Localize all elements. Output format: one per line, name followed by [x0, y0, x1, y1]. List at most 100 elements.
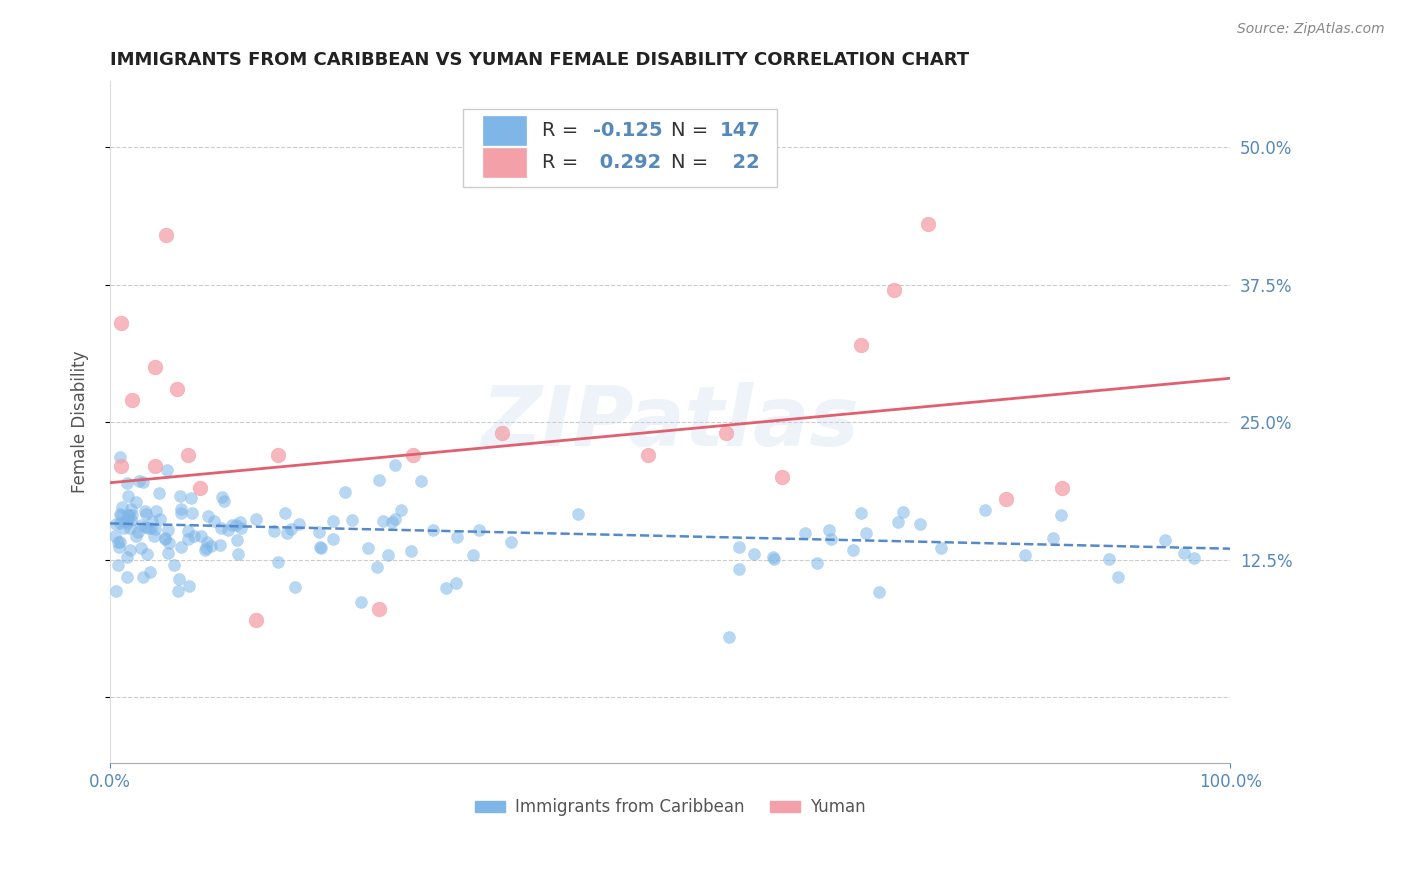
Point: [1050, 481, 1073, 495]
Point: [135, 507, 157, 521]
Point: [1098, 552, 1121, 566]
Text: N =: N =: [671, 153, 714, 172]
Point: [170, 506, 193, 520]
Legend: Immigrants from Caribbean, Yuman: Immigrants from Caribbean, Yuman: [468, 791, 872, 823]
Point: [153, 531, 176, 545]
Point: [1182, 551, 1205, 566]
Point: [728, 562, 751, 576]
Point: [917, 217, 939, 231]
Point: [883, 283, 905, 297]
Point: [841, 542, 863, 557]
Point: [155, 463, 177, 477]
Point: [157, 546, 180, 560]
Point: [214, 494, 236, 508]
Point: [208, 538, 231, 552]
Point: [762, 551, 785, 566]
Point: [188, 481, 211, 495]
Point: [170, 502, 193, 516]
Point: [132, 475, 155, 489]
Point: [446, 530, 468, 544]
Point: [1107, 570, 1129, 584]
Point: [742, 547, 765, 561]
Point: [167, 572, 190, 586]
Point: [136, 521, 159, 535]
Text: 0.292: 0.292: [593, 153, 661, 172]
Point: [104, 529, 127, 543]
Point: [209, 521, 232, 535]
Point: [333, 484, 356, 499]
Point: [229, 516, 252, 530]
Point: [107, 535, 129, 549]
Point: [217, 524, 239, 538]
Point: [718, 630, 741, 644]
Point: [309, 540, 332, 554]
Point: [180, 491, 202, 505]
Point: [129, 517, 152, 532]
Point: [115, 569, 138, 583]
Point: [117, 513, 139, 527]
Point: [127, 524, 149, 539]
Point: [770, 470, 793, 484]
Point: [143, 529, 166, 543]
Point: [117, 508, 139, 523]
Point: [908, 517, 931, 532]
Point: [170, 541, 193, 555]
Text: N =: N =: [671, 121, 714, 140]
Point: [120, 521, 142, 535]
Point: [468, 523, 491, 537]
Point: [567, 507, 589, 521]
Point: [434, 581, 457, 595]
Text: Source: ZipAtlas.com: Source: ZipAtlas.com: [1237, 22, 1385, 37]
Point: [287, 516, 309, 531]
Point: [128, 475, 150, 489]
Point: [381, 515, 404, 529]
FancyBboxPatch shape: [463, 109, 776, 187]
Point: [401, 448, 423, 462]
Point: [849, 506, 872, 520]
Point: [115, 516, 138, 530]
Point: [384, 458, 406, 472]
Point: [384, 512, 406, 526]
Point: [366, 560, 388, 574]
Text: ZIPatlas: ZIPatlas: [481, 382, 859, 463]
Point: [322, 532, 344, 546]
Point: [308, 525, 330, 540]
Point: [118, 508, 141, 522]
Text: R =: R =: [543, 121, 585, 140]
Point: [148, 512, 170, 526]
Point: [136, 547, 159, 561]
FancyBboxPatch shape: [484, 148, 526, 177]
Point: [373, 514, 395, 528]
Point: [762, 549, 785, 564]
Text: IMMIGRANTS FROM CARIBBEAN VS YUMAN FEMALE DISABILITY CORRELATION CHART: IMMIGRANTS FROM CARIBBEAN VS YUMAN FEMAL…: [110, 51, 969, 69]
Point: [350, 594, 373, 608]
Point: [105, 516, 128, 531]
Point: [121, 513, 143, 527]
Point: [868, 584, 890, 599]
Point: [120, 502, 142, 516]
Point: [143, 459, 166, 474]
Point: [155, 228, 177, 243]
Point: [110, 316, 132, 330]
Point: [221, 518, 243, 533]
FancyBboxPatch shape: [484, 116, 526, 145]
Point: [194, 543, 217, 558]
Point: [166, 382, 188, 396]
Point: [276, 526, 298, 541]
Point: [112, 521, 135, 535]
Point: [245, 512, 267, 526]
Point: [148, 485, 170, 500]
Point: [245, 613, 267, 627]
Point: [1050, 508, 1073, 522]
Point: [121, 393, 143, 408]
Point: [177, 579, 200, 593]
Point: [211, 490, 233, 504]
Text: 22: 22: [720, 153, 761, 172]
Point: [499, 535, 522, 549]
Point: [929, 541, 952, 556]
Point: [368, 473, 391, 487]
Point: [195, 541, 218, 555]
Point: [107, 540, 129, 554]
Point: [806, 557, 828, 571]
Point: [820, 533, 842, 547]
